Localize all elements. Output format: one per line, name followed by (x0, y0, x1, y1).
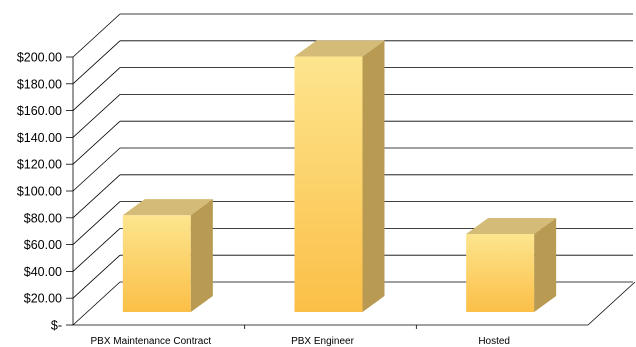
y-tick-label: $140.00 (17, 131, 62, 145)
y-tick-label: $160.00 (17, 104, 62, 118)
bar-front (466, 233, 535, 312)
y-tick-label: $80.00 (24, 211, 62, 225)
gridline-diagonal (72, 254, 121, 299)
bar-side (190, 199, 213, 312)
x-category-label: Hosted (478, 336, 510, 347)
y-tick-label: $- (51, 319, 62, 333)
gridline-diagonal (72, 147, 121, 192)
bar-front (122, 215, 191, 312)
bar-top (122, 199, 213, 216)
bar-side (362, 40, 385, 312)
bar-top (294, 40, 385, 57)
gridline-diagonal (72, 67, 121, 111)
y-tick-label: $100.00 (17, 185, 62, 199)
gridline-diagonal (72, 40, 121, 85)
gridline-diagonal (72, 120, 121, 165)
y-tick-label: $200.00 (17, 51, 62, 65)
gridline-diagonal (72, 13, 121, 58)
floor-right-edge (587, 281, 636, 326)
x-category-label: PBX Engineer (291, 336, 354, 347)
axes (66, 56, 636, 329)
y-tick-label: $60.00 (24, 238, 62, 252)
gridline-diagonal (72, 228, 121, 272)
bar-top (466, 217, 557, 234)
x-category-label: PBX Maintenance Contract (91, 336, 212, 347)
y-tick-label: $120.00 (17, 158, 62, 172)
gridline-diagonal (72, 94, 121, 138)
gridline-diagonal (72, 281, 121, 326)
gridline-diagonal (72, 201, 121, 245)
y-tick-label: $180.00 (17, 77, 62, 91)
bar-front (294, 56, 363, 313)
gridline-diagonal (72, 174, 121, 219)
x-axis-category-labels: PBX Maintenance Contract PBX Engineer Host… (91, 336, 510, 347)
bars (122, 40, 557, 313)
y-tick-label: $20.00 (24, 292, 62, 306)
y-tick-label: $40.00 (24, 265, 62, 279)
y-axis-tick-labels: $- $20.00 $40.00 $60.00 $80.00 $100.00 $120.00… (17, 51, 62, 333)
bar-side (534, 217, 557, 312)
